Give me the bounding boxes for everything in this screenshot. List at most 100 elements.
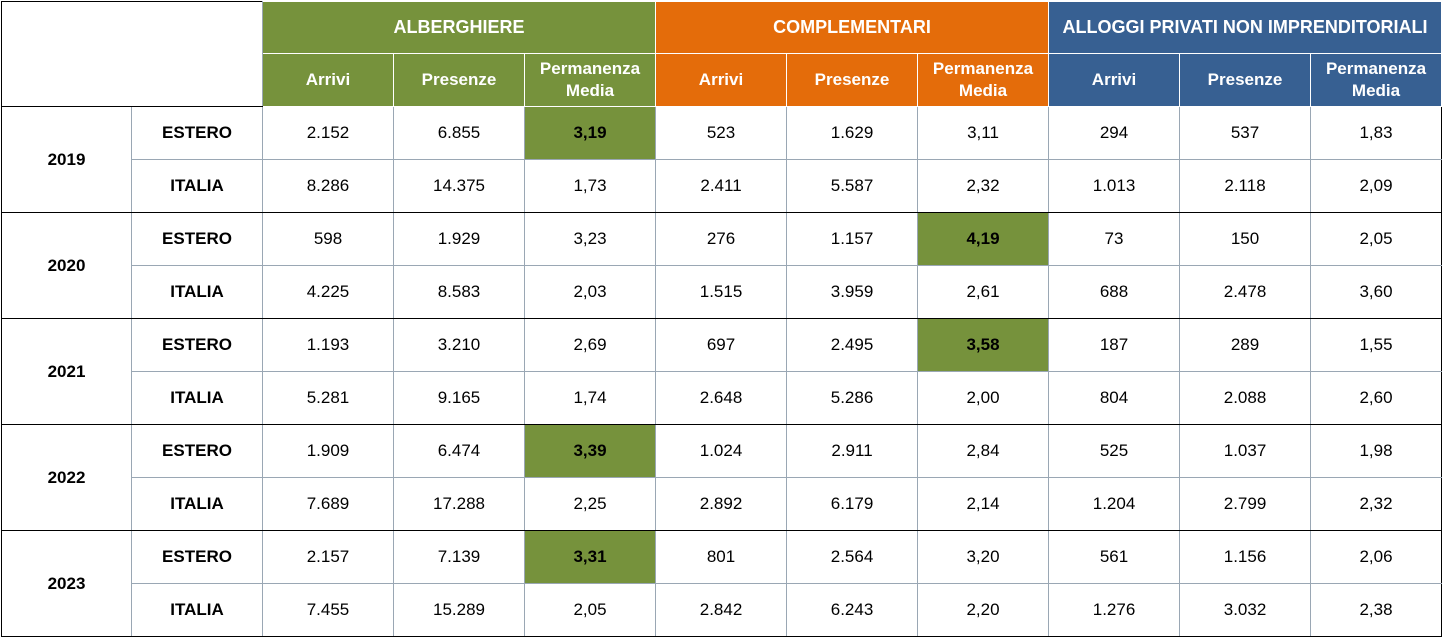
- value-cell-complementari-arrivi: 2.411: [655, 159, 788, 213]
- table-row: ITALIA 7.689 17.288 2,25 2.892 6.179 2,14 1.204…: [2, 477, 1442, 531]
- value-cell-alloggi-privati-permanenza-media: 1,55: [1310, 318, 1442, 372]
- column-header-alberghiere-arrivi: Arrivi: [262, 53, 394, 107]
- value-cell-alloggi-privati-permanenza-media: 1,98: [1310, 424, 1442, 478]
- value-cell-alberghiere-permanenza-media: 3,23: [523, 212, 657, 266]
- value-cell-complementari-arrivi: 2.842: [655, 583, 788, 637]
- value-cell-alloggi-privati-permanenza-media: 2,05: [1310, 212, 1442, 266]
- value-cell-alberghiere-presenze: 3.210: [393, 318, 525, 372]
- origin-cell: ITALIA: [131, 583, 263, 637]
- value-cell-alloggi-privati-arrivi: 1.276: [1048, 583, 1181, 637]
- value-cell-complementari-permanenza-media: 3,20: [917, 530, 1050, 584]
- value-cell-alberghiere-presenze: 7.139: [393, 530, 525, 584]
- year-cell: 2023: [1, 530, 132, 637]
- value-cell-alberghiere-permanenza-media: 3,19: [523, 106, 657, 160]
- value-cell-alloggi-privati-permanenza-media: 2,06: [1310, 530, 1442, 584]
- origin-cell: ITALIA: [131, 159, 263, 213]
- column-header-complementari-presenze: Presenze: [786, 53, 919, 107]
- value-cell-complementari-permanenza-media: 2,20: [917, 583, 1050, 637]
- value-cell-complementari-arrivi: 523: [655, 106, 788, 160]
- column-header-alloggi-privati-permanenza-media: Permanenza Media: [1310, 53, 1442, 107]
- value-cell-alberghiere-presenze: 8.583: [393, 265, 525, 319]
- value-cell-alberghiere-arrivi: 5.281: [262, 371, 394, 425]
- origin-cell: ESTERO: [131, 212, 263, 266]
- value-cell-alberghiere-arrivi: 2.152: [262, 106, 394, 160]
- value-cell-alloggi-privati-arrivi: 73: [1048, 212, 1181, 266]
- value-cell-alloggi-privati-presenze: 2.088: [1179, 371, 1312, 425]
- value-cell-complementari-permanenza-media: 2,84: [917, 424, 1050, 478]
- table-row: 2022 ESTERO 1.909 6.474 3,39 1.024 2.911 2,84 52…: [1, 424, 1442, 531]
- value-cell-alberghiere-arrivi: 598: [262, 212, 394, 266]
- origin-cell: ESTERO: [131, 530, 263, 584]
- value-cell-complementari-arrivi: 697: [655, 318, 788, 372]
- value-cell-alberghiere-permanenza-media: 2,03: [523, 265, 657, 319]
- value-cell-alloggi-privati-arrivi: 1.013: [1048, 159, 1181, 213]
- value-cell-alloggi-privati-arrivi: 525: [1048, 424, 1181, 478]
- sub-header-row: Arrivi Presenze Permanenza Media Arrivi Pres…: [2, 53, 1442, 107]
- value-cell-alloggi-privati-permanenza-media: 2,60: [1310, 371, 1442, 425]
- value-cell-alloggi-privati-presenze: 3.032: [1179, 583, 1312, 637]
- column-header-alloggi-privati-arrivi: Arrivi: [1048, 53, 1181, 107]
- origin-cell: ITALIA: [131, 265, 263, 319]
- value-cell-complementari-permanenza-media: 2,32: [917, 159, 1050, 213]
- value-cell-alberghiere-arrivi: 2.157: [262, 530, 394, 584]
- value-cell-alberghiere-arrivi: 7.455: [262, 583, 394, 637]
- group-header-alberghiere: ALBERGHIERE: [261, 1, 657, 54]
- table-header: ALBERGHIERE COMPLEMENTARI ALLOGGI PRIVAT…: [1, 1, 1442, 107]
- value-cell-complementari-permanenza-media: 2,14: [917, 477, 1050, 531]
- table-row: 2019 ESTERO 2.152 6.855 3,19 523 1.629 3,11 294 5…: [1, 106, 1442, 213]
- value-cell-complementari-arrivi: 276: [655, 212, 788, 266]
- value-cell-alberghiere-arrivi: 1.193: [262, 318, 394, 372]
- group-header-alloggi-privati: ALLOGGI PRIVATI NON IMPRENDITORIALI: [1048, 1, 1442, 54]
- group-header-row: ALBERGHIERE COMPLEMENTARI ALLOGGI PRIVAT…: [1, 1, 1442, 107]
- table-row: ITALIA 7.455 15.289 2,05 2.842 6.243 2,20 1.276…: [2, 583, 1442, 637]
- column-header-alberghiere-permanenza-media: Permanenza Media: [523, 53, 657, 107]
- value-cell-alberghiere-permanenza-media: 2,69: [523, 318, 657, 372]
- value-cell-complementari-permanenza-media: 2,61: [917, 265, 1050, 319]
- corner-cell: [1, 1, 263, 107]
- column-header-complementari-arrivi: Arrivi: [655, 53, 788, 107]
- origin-cell: ITALIA: [131, 371, 263, 425]
- origin-cell: ESTERO: [131, 318, 263, 372]
- value-cell-alloggi-privati-arrivi: 804: [1048, 371, 1181, 425]
- value-cell-complementari-presenze: 6.243: [786, 583, 919, 637]
- year-cell: 2022: [1, 424, 132, 531]
- value-cell-alberghiere-arrivi: 7.689: [262, 477, 394, 531]
- value-cell-alloggi-privati-presenze: 1.037: [1179, 424, 1312, 478]
- column-header-alloggi-privati-presenze: Presenze: [1179, 53, 1312, 107]
- value-cell-complementari-arrivi: 2.648: [655, 371, 788, 425]
- value-cell-alberghiere-permanenza-media: 3,31: [523, 530, 657, 584]
- value-cell-alloggi-privati-presenze: 537: [1179, 106, 1312, 160]
- value-cell-alberghiere-arrivi: 1.909: [262, 424, 394, 478]
- value-cell-alloggi-privati-permanenza-media: 2,38: [1310, 583, 1442, 637]
- value-cell-complementari-presenze: 2.495: [786, 318, 919, 372]
- value-cell-alberghiere-arrivi: 4.225: [262, 265, 394, 319]
- value-cell-alberghiere-presenze: 15.289: [393, 583, 525, 637]
- value-cell-complementari-permanenza-media: 3,11: [917, 106, 1050, 160]
- value-cell-complementari-presenze: 1.629: [786, 106, 919, 160]
- value-cell-alberghiere-presenze: 1.929: [393, 212, 525, 266]
- value-cell-alloggi-privati-arrivi: 561: [1048, 530, 1181, 584]
- table-row: ITALIA 8.286 14.375 1,73 2.411 5.587 2,32 1.013…: [2, 159, 1442, 213]
- value-cell-alloggi-privati-arrivi: 294: [1048, 106, 1181, 160]
- value-cell-alloggi-privati-arrivi: 187: [1048, 318, 1181, 372]
- value-cell-alloggi-privati-permanenza-media: 2,32: [1310, 477, 1442, 531]
- origin-cell: ITALIA: [131, 477, 263, 531]
- value-cell-complementari-presenze: 5.587: [786, 159, 919, 213]
- value-cell-alloggi-privati-presenze: 2.799: [1179, 477, 1312, 531]
- value-cell-complementari-presenze: 3.959: [786, 265, 919, 319]
- value-cell-complementari-arrivi: 1.515: [655, 265, 788, 319]
- value-cell-alberghiere-presenze: 9.165: [393, 371, 525, 425]
- value-cell-complementari-presenze: 6.179: [786, 477, 919, 531]
- value-cell-alberghiere-presenze: 14.375: [393, 159, 525, 213]
- table-row: 2023 ESTERO 2.157 7.139 3,31 801 2.564 3,20 561 1…: [1, 530, 1442, 637]
- value-cell-complementari-permanenza-media: 2,00: [917, 371, 1050, 425]
- origin-cell: ESTERO: [131, 424, 263, 478]
- value-cell-alloggi-privati-arrivi: 1.204: [1048, 477, 1181, 531]
- value-cell-alberghiere-permanenza-media: 2,25: [523, 477, 657, 531]
- table-body: 2019 ESTERO 2.152 6.855 3,19 523 1.629 3,11 294 5…: [1, 106, 1442, 637]
- value-cell-complementari-permanenza-media: 4,19: [917, 212, 1050, 266]
- value-cell-alloggi-privati-presenze: 1.156: [1179, 530, 1312, 584]
- value-cell-alloggi-privati-arrivi: 688: [1048, 265, 1181, 319]
- origin-cell: ESTERO: [131, 106, 263, 160]
